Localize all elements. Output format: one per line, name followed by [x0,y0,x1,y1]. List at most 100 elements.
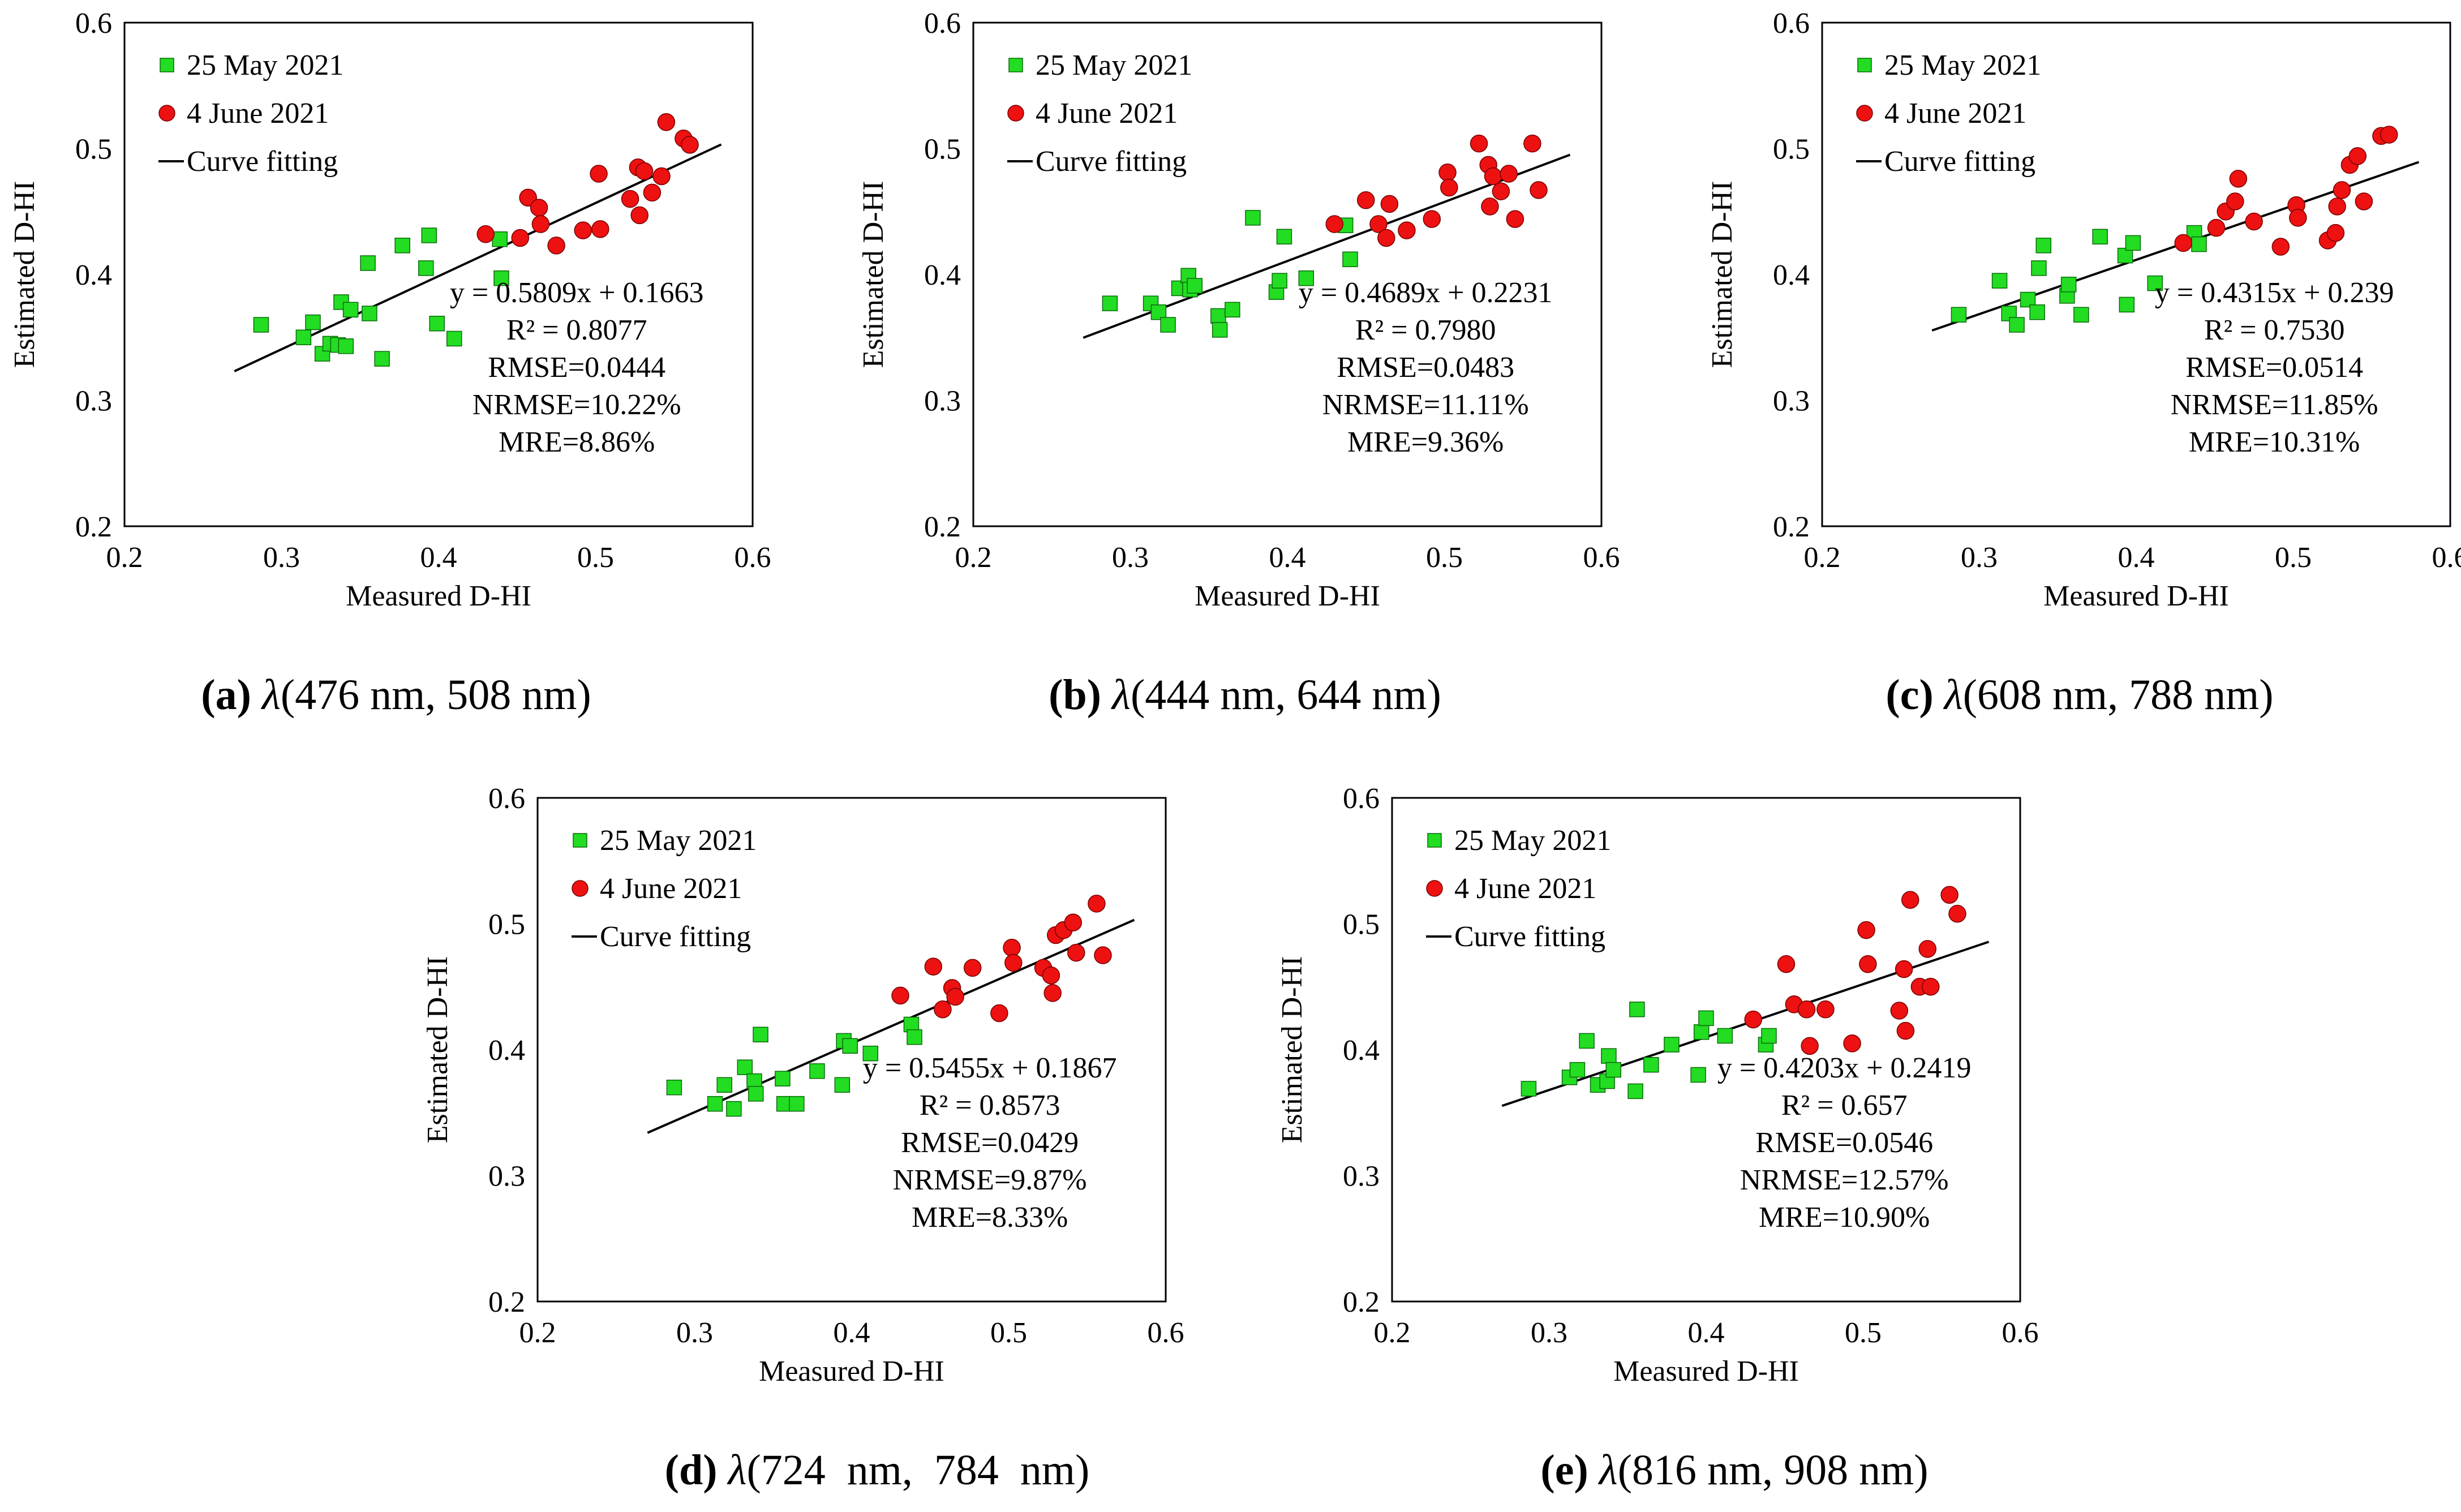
data-point-may [907,1029,922,1045]
data-point-may [862,1045,879,1062]
x-tick-label: 0.5 [1845,1317,1882,1349]
caption-c: (c) λ(608 nm, 788 nm) [1886,671,2273,720]
x-tick-label: 0.6 [1148,1317,1184,1349]
x-tick-label: 0.3 [1961,542,1998,574]
y-tick-label: 0.5 [1773,134,1810,166]
legend: 25 May 2021 4 June 2021 Curve fitting [1007,49,1192,178]
y-tick-label: 0.3 [488,1161,525,1193]
stat-line: y = 0.4203x + 0.2419 [1717,1052,1972,1084]
legend: 25 May 2021 4 June 2021 Curve fitting [158,49,343,178]
data-point-june [2207,218,2226,237]
data-point-may [1212,322,1228,338]
scatter-chart-c: 0.2 0.3 0.4 0.5 0.6 0.2 0.3 0.4 0.5 0.6 Measured D… [1706,7,2461,612]
data-point-may [1698,1010,1714,1026]
data-point-may [429,316,445,332]
legend-label-fit: Curve fitting [187,145,338,178]
data-point-june [1901,891,1919,909]
y-tick-label: 0.5 [488,909,525,941]
panel-e: 0.2 0.3 0.4 0.5 0.6 0.2 0.3 0.4 0.5 0.6 Measured D… [1268,775,2071,1426]
data-point-june [1797,1000,1816,1019]
caption-b: (b) λ(444 nm, 644 nm) [1049,671,1441,720]
y-axis-title: Estimated D-HI [1706,181,1738,368]
data-point-may [2073,307,2089,323]
data-point-june [547,237,565,255]
data-point-june [1043,984,1062,1002]
lambda-symbol: λ [728,1446,747,1494]
caption-text: (608 nm, 788 nm) [1962,671,2274,719]
data-point-june [1423,210,1441,228]
data-point-may [1664,1037,1680,1053]
stat-line: R² = 0.7530 [2204,314,2345,346]
y-tick-label: 0.6 [75,7,112,40]
data-point-may [1276,229,1292,244]
x-tick-label: 0.6 [735,542,771,574]
data-point-may [1187,278,1203,294]
stat-line: R² = 0.8077 [506,314,647,346]
data-point-may [1605,1062,1622,1078]
data-point-june [1801,1037,1819,1055]
data-point-june [530,199,548,217]
data-point-june [2289,209,2307,227]
data-point-may [1761,1028,1777,1044]
stat-line: MRE=10.90% [1759,1201,1930,1234]
data-point-may [737,1059,753,1075]
scatter-chart-e: 0.2 0.3 0.4 0.5 0.6 0.2 0.3 0.4 0.5 0.6 Measured D… [1276,783,2039,1388]
stat-line: RMSE=0.0444 [488,351,665,384]
stat-line: NRMSE=10.22% [473,389,681,421]
stat-line: MRE=8.86% [499,426,655,458]
data-point-june [2226,192,2244,211]
data-point-june [946,987,964,1006]
x-tick-label: 0.2 [955,542,992,574]
data-point-may [1298,270,1315,286]
data-point-may [1643,1056,1659,1073]
data-point-june [1042,966,1060,985]
lambda-symbol: λ [261,671,281,719]
data-point-may [2060,277,2077,293]
y-axis-title: Estimated D-HI [8,181,41,368]
stat-line: R² = 0.7980 [1355,314,1496,346]
caption-text: (476 nm, 508 nm) [280,671,591,719]
plot-area [972,22,1603,527]
x-tick-label: 0.5 [990,1317,1027,1349]
data-point-may [1717,1028,1733,1044]
y-tick-label: 0.4 [924,259,961,291]
y-tick-label: 0.4 [1343,1034,1380,1067]
data-point-may [421,227,437,243]
stat-line: R² = 0.657 [1781,1089,1908,1122]
data-point-may [2147,275,2163,291]
data-point-may [707,1096,723,1112]
data-point-may [314,346,330,362]
legend-marker-may [1008,58,1023,72]
lambda-symbol: λ [1944,671,1963,719]
legend-label-fit: Curve fitting [600,921,751,953]
legend-label-may: 25 May 2021 [1036,49,1192,81]
data-point-may [2191,236,2207,252]
y-tick-label: 0.4 [75,259,112,291]
data-point-may [716,1077,732,1093]
lambda-symbol: λ [1599,1446,1618,1494]
stat-line: y = 0.5809x + 0.1663 [450,277,704,309]
data-point-may [1690,1067,1706,1083]
y-tick-label: 0.3 [1773,385,1810,418]
data-point-may [1951,307,1967,323]
data-point-may [1102,295,1118,311]
data-point-june [652,167,671,186]
data-point-june [2229,170,2248,188]
data-point-may [2125,235,2141,251]
data-point-june [1004,953,1023,972]
data-point-june [1377,229,1395,247]
data-point-june [1859,955,1877,973]
data-point-june [2174,234,2192,252]
data-point-june [1500,165,1518,183]
data-point-may [295,329,312,345]
caption-a: (a) λ(476 nm, 508 nm) [201,671,591,720]
data-point-june [657,113,676,131]
data-point-june [630,206,648,225]
legend-label-june: 4 June 2021 [1884,97,2026,130]
y-tick-label: 0.5 [924,134,961,166]
x-tick-label: 0.5 [2275,542,2312,574]
data-point-june [891,986,909,1005]
legend-marker-june [1007,105,1024,122]
y-tick-label: 0.6 [1773,7,1810,40]
caption-d: (d) λ(724 nm, 784 nm) [665,1446,1090,1495]
